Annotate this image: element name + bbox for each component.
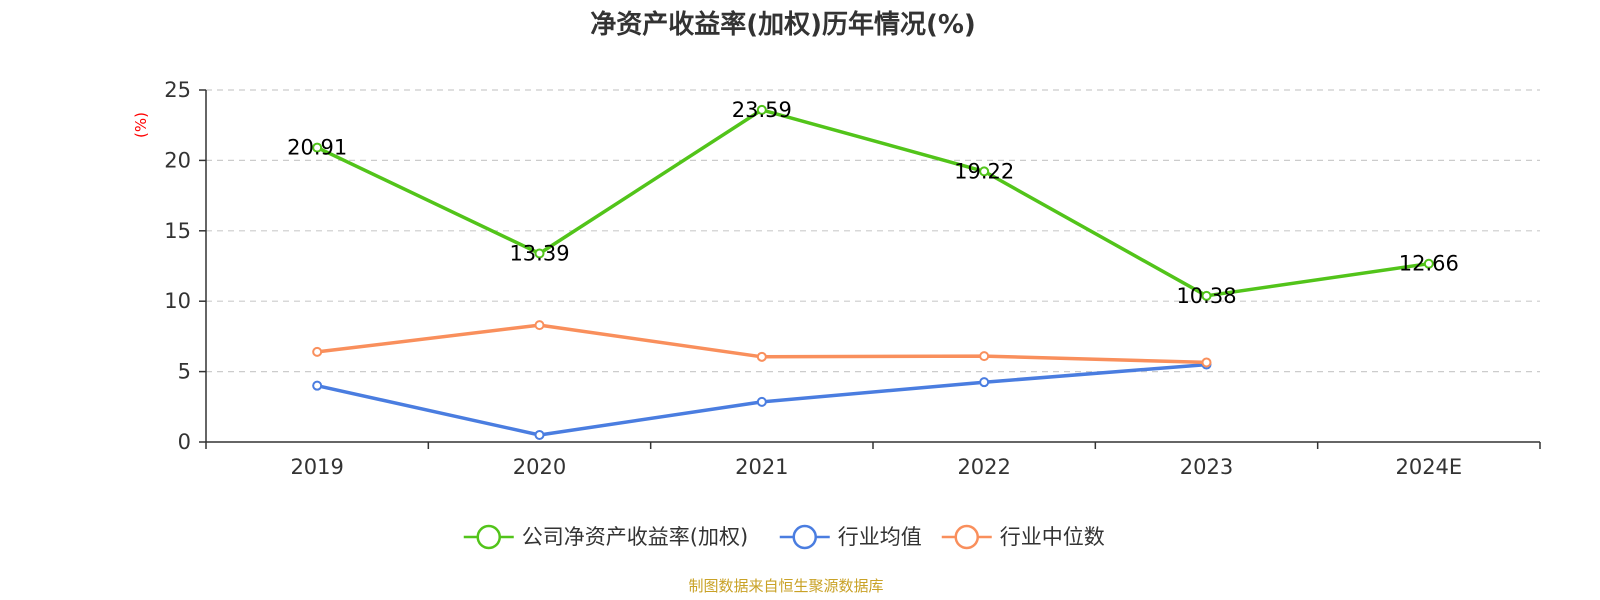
legend-marker-icon [954, 524, 979, 550]
data-label: 20.91 [287, 136, 347, 160]
data-point [979, 351, 990, 362]
axes: 0 5 10 15 20 25 2019 2020 2021 2022 2023 2024E [164, 78, 1541, 479]
data-point [756, 104, 767, 115]
grid-lines [206, 89, 1540, 373]
data-labels: 20.91 13.39 23.59 19.22 10.38 12.66 [287, 98, 1459, 308]
source-note: 制图数据来自恒生聚源数据库 [688, 577, 883, 595]
legend-label: 行业均值 [838, 525, 922, 549]
data-point [312, 142, 323, 153]
data-point [979, 377, 990, 388]
y-axis-label: (%) [132, 112, 150, 138]
legend-label: 行业中位数 [1000, 525, 1105, 549]
legend-item: 行业均值 [779, 524, 922, 550]
x-tick-label: 2022 [957, 455, 1010, 479]
x-tick-label: 2021 [735, 455, 788, 479]
y-tick-label: 15 [164, 219, 191, 243]
y-tick-label: 10 [164, 289, 191, 313]
data-point [534, 320, 545, 331]
chart-title: 净资产收益率(加权)历年情况(%) [590, 9, 976, 40]
data-point [1423, 258, 1434, 269]
data-label: 23.59 [732, 98, 792, 122]
data-point [756, 396, 767, 407]
x-tick-label: 2020 [513, 455, 566, 479]
data-label: 13.39 [509, 241, 569, 265]
data-point [756, 351, 767, 362]
y-tick-label: 25 [164, 78, 191, 102]
y-tick-label: 5 [178, 360, 191, 384]
series-line [315, 108, 1431, 298]
data-point [1201, 290, 1212, 301]
x-tick-label: 2019 [290, 455, 343, 479]
legend-item: 行业中位数 [941, 524, 1105, 550]
x-tick-label: 2024E [1395, 455, 1462, 479]
data-point [312, 346, 323, 357]
data-point [312, 380, 323, 391]
legend-marker-icon [792, 524, 817, 550]
data-label: 10.38 [1176, 284, 1236, 308]
legend: 公司净资产收益率(加权) 行业均值 行业中位数 [463, 524, 1105, 550]
data-point [534, 429, 545, 440]
data-point [979, 166, 990, 177]
data-label: 19.22 [954, 159, 1014, 183]
y-tick-label: 0 [178, 430, 191, 454]
legend-marker-icon [476, 524, 501, 550]
x-tick-label: 2023 [1180, 455, 1233, 479]
data-label: 12.66 [1399, 252, 1459, 276]
series-lines [312, 104, 1434, 440]
data-point [534, 248, 545, 259]
legend-label: 公司净资产收益率(加权) [522, 525, 748, 549]
legend-item: 公司净资产收益率(加权) [463, 524, 748, 550]
y-tick-label: 20 [164, 148, 191, 172]
data-point [1201, 357, 1212, 368]
